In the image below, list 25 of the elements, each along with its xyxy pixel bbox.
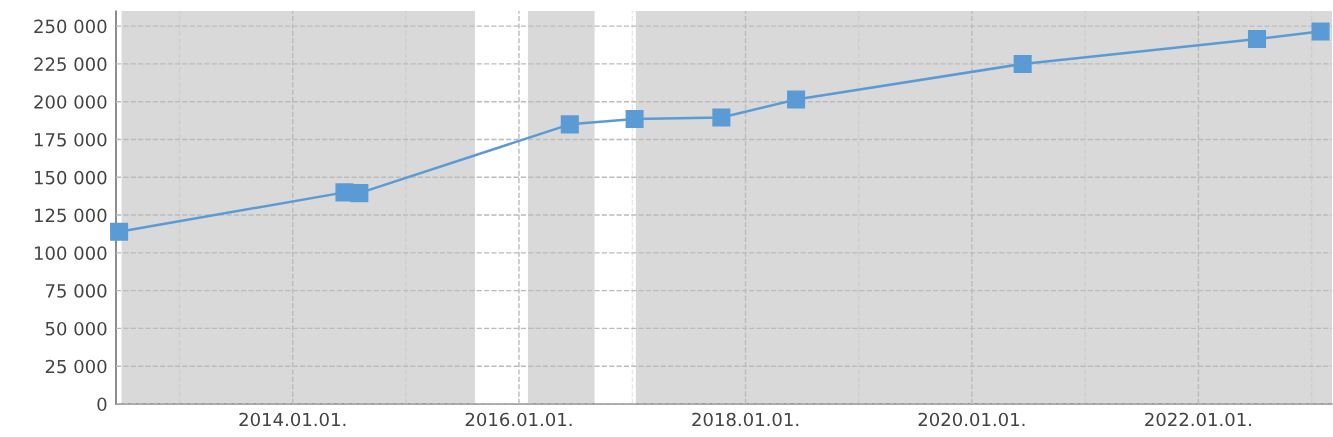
point [1247,29,1267,48]
y-tick-label: 75 000 [45,284,107,298]
point [1013,54,1032,73]
x-tick-label: 2016.01.01. [465,412,572,427]
y-tick-label: 25 000 [45,359,107,374]
x-tick-label: 2022.01.01. [1145,412,1252,427]
y-tick-label: 225 000 [34,57,107,72]
point [787,90,806,109]
y-tick-label: 125 000 [34,208,107,223]
x-tick-label: 2014.01.01. [239,412,346,427]
point [350,184,369,203]
y-tick-label: 175 000 [34,132,107,147]
y-tick-label: 0 [97,397,107,412]
y-tick-label: 150 000 [34,170,107,185]
point [110,222,129,241]
point [560,115,579,134]
x-tick-label: 2018.01.01. [692,412,799,427]
x-tick-label: 2020.01.01. [918,412,1025,427]
y-tick-label: 250 000 [34,19,107,34]
y-tick-label: 200 000 [34,95,107,109]
point [712,108,731,127]
y-tick-label: 100 000 [34,246,107,260]
point [1311,22,1330,41]
point [625,110,644,129]
y-tick-label: 50 000 [45,321,107,336]
